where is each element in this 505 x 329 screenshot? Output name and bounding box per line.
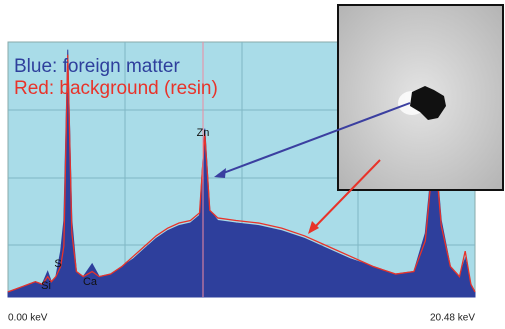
legend-entry: Red: background (resin) [14, 78, 249, 100]
legend: Blue: foreign matter Red: background (re… [14, 56, 249, 100]
peak-label: Si [41, 280, 51, 292]
peak-label: S [54, 258, 61, 270]
x-tick-label: 20.48 keV [430, 313, 475, 324]
inset-photo [338, 5, 503, 190]
peak-label: Ca [83, 276, 98, 288]
chart: 0.00 keV 20.48 keV Zn SSi Ca [0, 0, 505, 329]
x-tick-label: 0.00 keV [8, 313, 48, 324]
peak-label: Zn [197, 127, 210, 139]
screenshot: 0.00 keV 20.48 keV Zn SSi Ca Blue: foreign m… [0, 0, 505, 329]
legend-entry: Blue: foreign matter [14, 56, 249, 78]
